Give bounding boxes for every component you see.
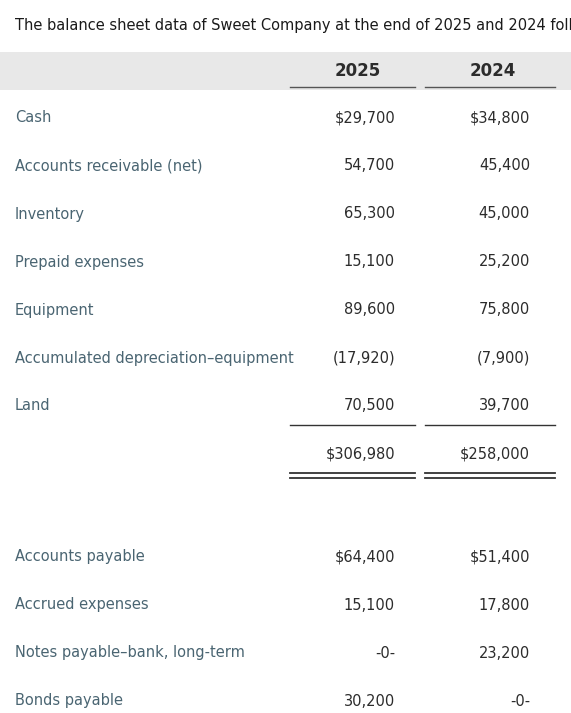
Text: 65,300: 65,300	[344, 207, 395, 222]
Text: 70,500: 70,500	[344, 399, 395, 414]
Text: 2024: 2024	[470, 62, 516, 80]
Text: (17,920): (17,920)	[332, 351, 395, 366]
Text: Accounts payable: Accounts payable	[15, 550, 145, 565]
Text: 45,000: 45,000	[478, 207, 530, 222]
Text: Accumulated depreciation–equipment: Accumulated depreciation–equipment	[15, 351, 293, 366]
Bar	[0, 52, 571, 90]
Text: 30,200: 30,200	[344, 694, 395, 709]
Text: 15,100: 15,100	[344, 597, 395, 612]
Text: 45,400: 45,400	[479, 158, 530, 173]
Text: 23,200: 23,200	[478, 645, 530, 660]
Text: Accrued expenses: Accrued expenses	[15, 597, 148, 612]
Text: 15,100: 15,100	[344, 255, 395, 270]
Text: 39,700: 39,700	[479, 399, 530, 414]
Text: $29,700: $29,700	[334, 111, 395, 125]
Text: Bonds payable: Bonds payable	[15, 694, 123, 709]
Text: $306,980: $306,980	[325, 446, 395, 461]
Text: Land: Land	[15, 399, 51, 414]
Text: $64,400: $64,400	[335, 550, 395, 565]
Text: 54,700: 54,700	[344, 158, 395, 173]
Text: $51,400: $51,400	[469, 550, 530, 565]
Text: 89,600: 89,600	[344, 302, 395, 317]
Text: -0-: -0-	[375, 645, 395, 660]
Text: Inventory: Inventory	[15, 207, 85, 222]
Text: Accounts receivable (net): Accounts receivable (net)	[15, 158, 203, 173]
Text: 2025: 2025	[335, 62, 381, 80]
Text: 17,800: 17,800	[478, 597, 530, 612]
Text: $34,800: $34,800	[469, 111, 530, 125]
Text: $258,000: $258,000	[460, 446, 530, 461]
Text: Prepaid expenses: Prepaid expenses	[15, 255, 144, 270]
Text: 25,200: 25,200	[478, 255, 530, 270]
Text: (7,900): (7,900)	[477, 351, 530, 366]
Text: Equipment: Equipment	[15, 302, 94, 317]
Text: Notes payable–bank, long-term: Notes payable–bank, long-term	[15, 645, 245, 660]
Text: Cash: Cash	[15, 111, 51, 125]
Text: 75,800: 75,800	[478, 302, 530, 317]
Text: The balance sheet data of Sweet Company at the end of 2025 and 2024 follow.: The balance sheet data of Sweet Company …	[15, 18, 571, 33]
Text: -0-: -0-	[510, 694, 530, 709]
